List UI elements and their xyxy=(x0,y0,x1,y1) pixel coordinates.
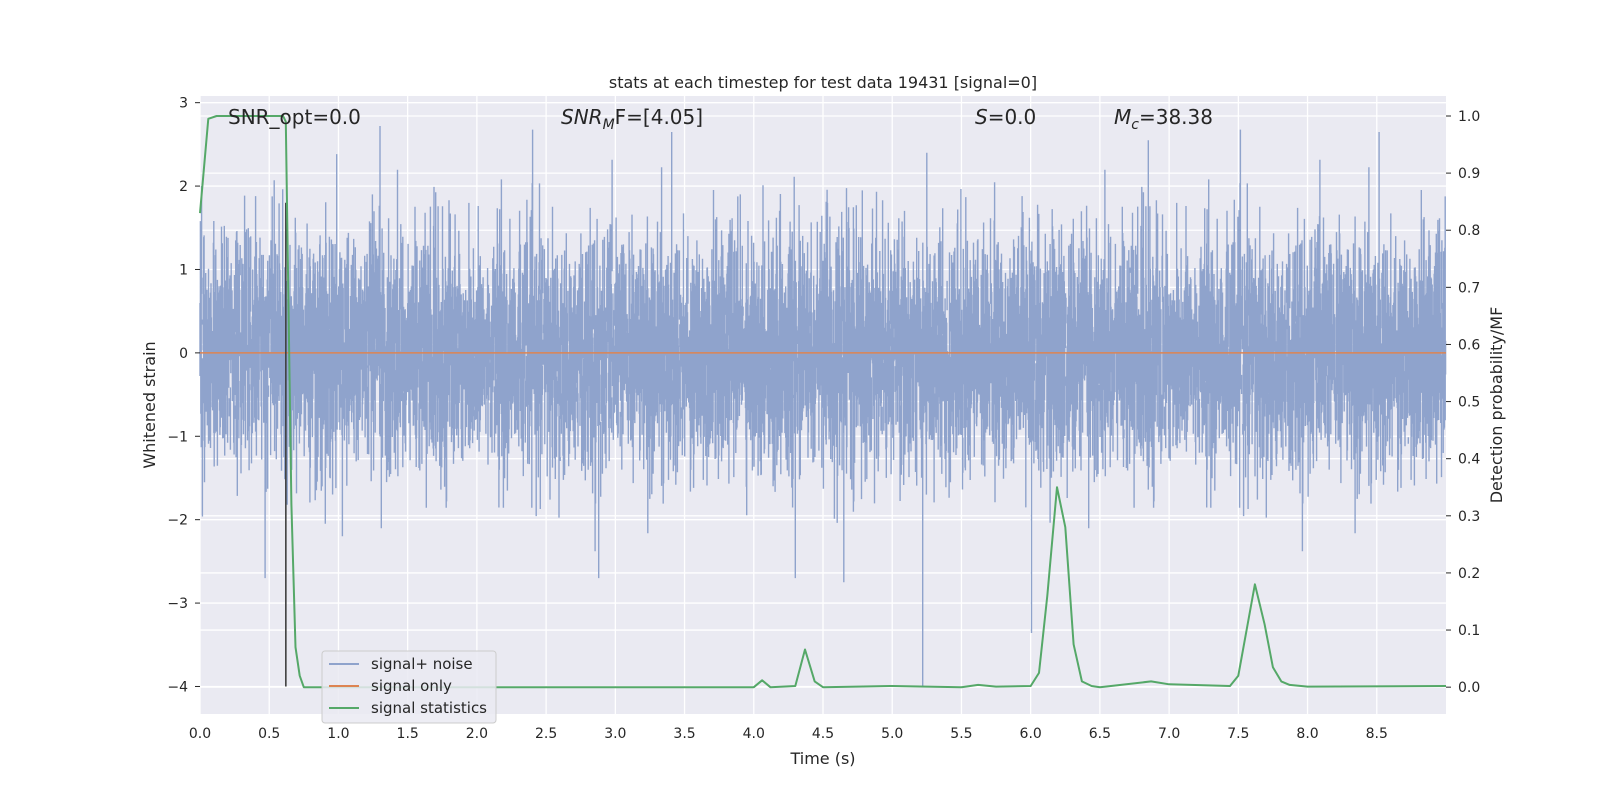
y-right-tick-label: 0.5 xyxy=(1458,395,1480,411)
y-right-tick-label: 1.0 xyxy=(1458,109,1480,125)
x-tick-label: 1.5 xyxy=(397,726,419,742)
annotation-snr-mf: SNRMF=[4.05] xyxy=(561,105,703,133)
y-left-tick-label: 2 xyxy=(179,179,188,195)
y-right-tick-label: 0.0 xyxy=(1458,680,1480,696)
x-tick-label: 0.5 xyxy=(258,726,280,742)
x-tick-label: 5.0 xyxy=(881,726,903,742)
x-tick-label: 4.0 xyxy=(743,726,765,742)
x-tick-label: 7.0 xyxy=(1158,726,1180,742)
x-tick-label: 7.5 xyxy=(1227,726,1249,742)
noise-trace xyxy=(199,126,1447,687)
annotation-snr-mf-base: SNR xyxy=(561,105,603,129)
annotation-snr-mf-rest: F=[4.05] xyxy=(615,105,703,129)
legend-label-signal-statistics: signal statistics xyxy=(371,699,487,717)
lines xyxy=(199,115,1447,689)
x-axis-label: Time (s) xyxy=(789,749,855,768)
chart-title: stats at each timestep for test data 194… xyxy=(609,73,1037,92)
annotation-snr-mf-sub: M xyxy=(603,117,615,133)
legend-label-signal-noise: signal+ noise xyxy=(371,655,473,673)
y-left-ticks: −4 −3 −2 −1 0 1 2 3 xyxy=(167,96,200,695)
y-right-tick-label: 0.1 xyxy=(1458,623,1480,639)
x-tick-label: 8.0 xyxy=(1296,726,1318,742)
annotation-mc-rest: =38.38 xyxy=(1139,105,1213,129)
y-axis-label-left: Whitened strain xyxy=(140,341,159,468)
legend: signal+ noise signal only signal statist… xyxy=(321,650,497,724)
x-tick-label: 6.5 xyxy=(1089,726,1111,742)
annotation-s-sym: S xyxy=(975,105,988,129)
y-left-tick-label: 1 xyxy=(179,262,188,278)
y-left-tick-label: −2 xyxy=(167,513,188,529)
series-signal-statistics xyxy=(199,115,1447,689)
annotation-mc: Mc=38.38 xyxy=(1114,105,1213,133)
annotation-s: S=0.0 xyxy=(975,105,1036,129)
y-left-tick-label: 3 xyxy=(179,96,188,112)
x-tick-label: 4.5 xyxy=(812,726,834,742)
x-tick-label: 3.0 xyxy=(604,726,626,742)
series-signal-noise xyxy=(199,126,1447,687)
y-right-tick-label: 0.9 xyxy=(1458,166,1480,182)
y-right-tick-label: 0.4 xyxy=(1458,452,1480,468)
x-tick-label: 6.0 xyxy=(1020,726,1042,742)
x-tick-label: 2.0 xyxy=(466,726,488,742)
annotation-snr-opt: SNR_opt=0.0 xyxy=(228,105,361,129)
x-tick-label: 2.5 xyxy=(535,726,557,742)
y-right-tick-label: 0.7 xyxy=(1458,280,1480,296)
y-left-tick-label: −1 xyxy=(167,429,188,445)
y-right-tick-label: 0.2 xyxy=(1458,566,1480,582)
x-tick-label: 0.0 xyxy=(189,726,211,742)
y-right-tick-label: 0.6 xyxy=(1458,337,1480,353)
annotation-mc-sub: c xyxy=(1131,117,1139,133)
legend-box xyxy=(321,650,497,724)
y-left-tick-label: −4 xyxy=(167,679,188,695)
x-tick-label: 8.5 xyxy=(1366,726,1388,742)
y-right-tick-label: 0.3 xyxy=(1458,509,1480,525)
x-tick-label: 5.5 xyxy=(950,726,972,742)
y-axis-label-right: Detection probability/MF xyxy=(1487,307,1506,504)
x-tick-label: 1.0 xyxy=(327,726,349,742)
legend-label-signal-only: signal only xyxy=(371,677,452,695)
y-left-tick-label: 0 xyxy=(179,346,188,362)
y-left-tick-label: −3 xyxy=(167,596,188,612)
annotation-s-rest: =0.0 xyxy=(988,105,1037,129)
x-tick-label: 3.5 xyxy=(673,726,695,742)
y-right-ticks: 0.0 0.1 0.2 0.3 0.4 0.5 0.6 0.7 0.8 0.9 1.0 xyxy=(1446,109,1480,696)
y-right-tick-label: 0.8 xyxy=(1458,223,1480,239)
annotation-mc-base: M xyxy=(1114,105,1131,129)
x-ticks: 0.0 0.5 1.0 1.5 2.0 2.5 3.0 3.5 4.0 4.5 5.0 5.5 6.0 6… xyxy=(189,726,1388,742)
